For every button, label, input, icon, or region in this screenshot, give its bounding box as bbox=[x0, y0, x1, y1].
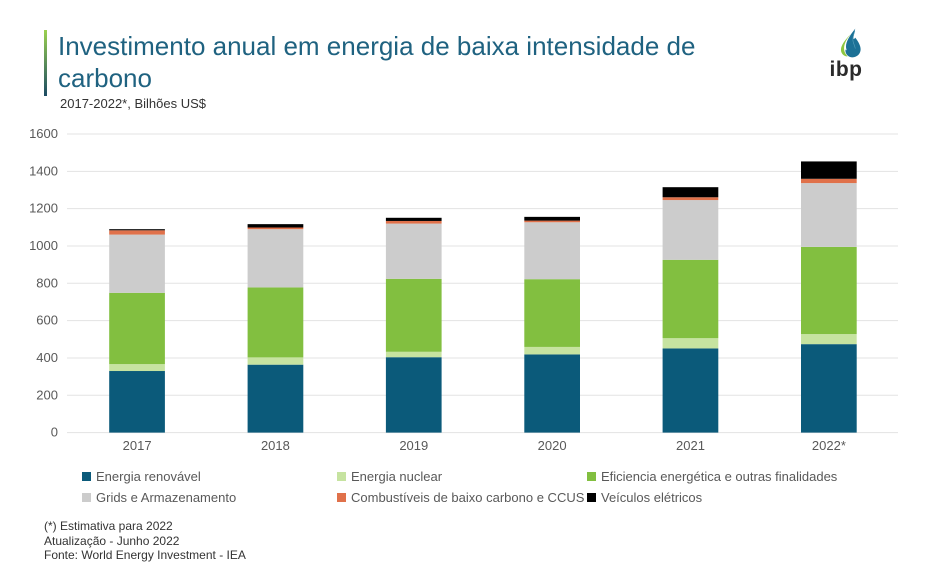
svg-text:1600: 1600 bbox=[29, 126, 58, 141]
svg-text:400: 400 bbox=[36, 350, 58, 365]
svg-text:2018: 2018 bbox=[261, 438, 290, 453]
svg-text:2022*: 2022* bbox=[812, 438, 846, 453]
svg-text:800: 800 bbox=[36, 275, 58, 290]
svg-text:600: 600 bbox=[36, 313, 58, 328]
svg-text:2021: 2021 bbox=[676, 438, 705, 453]
svg-text:2019: 2019 bbox=[399, 438, 428, 453]
svg-text:2017: 2017 bbox=[123, 438, 152, 453]
svg-text:2020: 2020 bbox=[538, 438, 567, 453]
svg-text:200: 200 bbox=[36, 387, 58, 402]
svg-text:1400: 1400 bbox=[29, 163, 58, 178]
svg-text:0: 0 bbox=[51, 425, 58, 440]
svg-text:1000: 1000 bbox=[29, 238, 58, 253]
svg-text:1200: 1200 bbox=[29, 201, 58, 216]
